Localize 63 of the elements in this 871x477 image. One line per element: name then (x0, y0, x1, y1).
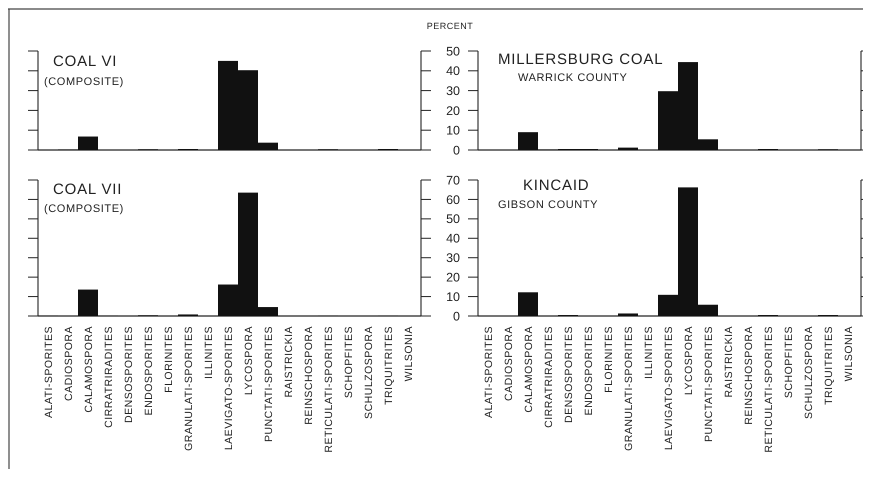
x-tick-label: ILLINITES (203, 326, 215, 379)
x-tick-label: LYCOSPORA (683, 326, 695, 396)
x-tick-label: LAEVIGATO-SPORITES (663, 326, 675, 450)
x-tick-label: CALAMOSPORA (523, 326, 535, 413)
y-tick-label: 20 (446, 270, 460, 285)
y-tick-label: 0 (453, 309, 460, 324)
x-tick-label: ALATI-SPORITES (483, 326, 495, 418)
x-tick-label: CIRRATRIRADITES (103, 326, 115, 428)
x-tick-label: SCHULZOSPORA (803, 326, 815, 419)
x-tick-label: LYCOSPORA (243, 326, 255, 396)
chart-title: COAL VII (53, 181, 122, 198)
x-tick-label: RAISTRICKIA (723, 326, 735, 398)
x-tick-label: ALATI-SPORITES (43, 326, 55, 418)
x-tick-label: ENDOSPORITES (143, 326, 155, 416)
chart-title: COAL VI (53, 53, 118, 70)
x-tick-label: PUNCTATI-SPORITES (703, 326, 715, 442)
x-tick-label: GRANULATI-SPORITES (623, 326, 635, 451)
x-tick-label: GRANULATI-SPORITES (183, 326, 195, 451)
chart-title: MILLERSBURG COAL (498, 51, 664, 68)
x-tick-label: REINSCHOSPORA (743, 326, 755, 425)
y-tick-label: 40 (446, 232, 460, 246)
x-tick-label: WILSONIA (843, 326, 855, 382)
y-tick-label: 10 (446, 124, 460, 138)
x-tick-label: ILLINITES (643, 326, 655, 379)
x-tick-label: CADIOSPORA (63, 326, 75, 402)
x-tick-label: RETICULATI-SPORITES (763, 326, 775, 453)
y-tick-label: 50 (446, 212, 460, 226)
y-axis-title: PERCENT (426, 21, 474, 31)
x-tick-label: CADIOSPORA (503, 326, 515, 402)
x-tick-label: DENSOSPORITES (123, 326, 135, 423)
y-tick-label: 10 (446, 290, 460, 304)
x-tick-label: ENDOSPORITES (583, 326, 595, 416)
x-tick-label: RAISTRICKIA (283, 326, 295, 398)
bar (518, 292, 538, 316)
text: (COMPOSITE) (44, 203, 124, 215)
text: WARRICK COUNTY (518, 72, 628, 84)
x-tick-label: SCHOPFITES (783, 326, 795, 398)
x-tick-label: CALAMOSPORA (83, 326, 95, 413)
text: GIBSON COUNTY (498, 199, 598, 211)
x-tick-label: REINSCHOSPORA (303, 326, 315, 425)
y-tick-label: 60 (446, 192, 460, 207)
text: (COMPOSITE) (44, 76, 124, 88)
y-tick-label: 40 (446, 64, 460, 78)
x-tick-label: RETICULATI-SPORITES (323, 326, 335, 453)
y-tick-label: 30 (446, 84, 460, 98)
x-tick-label: SCHULZOSPORA (363, 326, 375, 419)
x-tick-label: WILSONIA (403, 326, 415, 382)
x-tick-label: LAEVIGATO-SPORITES (223, 326, 235, 450)
x-tick-label: TRIQUITRITES (823, 326, 835, 405)
bar (618, 313, 638, 316)
x-tick-label: SCHOPFITES (343, 326, 355, 398)
x-tick-label: DENSOSPORITES (563, 326, 575, 423)
x-tick-label: FLORINITES (163, 326, 175, 393)
y-tick-label: 70 (446, 173, 460, 188)
x-tick-label: PUNCTATI-SPORITES (263, 326, 275, 442)
x-tick-label: TRIQUITRITES (383, 326, 395, 405)
y-tick-label: 20 (446, 104, 460, 118)
y-tick-label: 0 (453, 143, 460, 158)
chart-title: KINCAID (523, 177, 590, 194)
x-tick-label: CIRRATRIRADITES (543, 326, 555, 428)
y-tick-label: 30 (446, 251, 460, 266)
x-tick-label: FLORINITES (603, 326, 615, 393)
y-tick-label: 50 (446, 44, 460, 58)
